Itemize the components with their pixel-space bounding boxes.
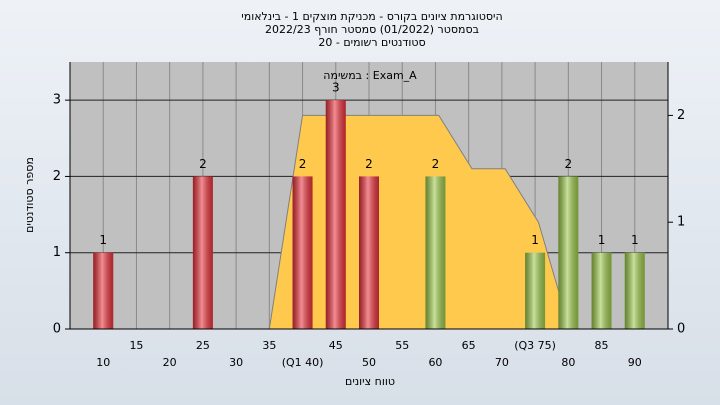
bar-shade [359,176,379,329]
title-line: היסטוגרמת ציונים בקורס - מכניקת מוצקים 1… [241,10,502,23]
data-label: 1 [531,233,539,247]
annotation: במשימה : Exam_A [323,69,417,82]
y-axis-label: מספר סטודנטים [23,157,36,233]
data-label: 2 [365,157,373,171]
bar-shade [558,176,579,329]
data-label: 2 [565,157,573,171]
data-label: 3 [332,81,340,95]
x-tick-label: 15 [129,339,143,352]
x-tick-label: 85 [595,339,609,352]
title-line: בסמסטר (01/2022) סמסטר חורף 2022/23 [265,23,479,36]
x-tick-label: 80 [561,356,575,369]
data-label: 2 [299,157,307,171]
bar-shade [425,176,446,329]
bar-shade [93,252,114,329]
x-tick-label: 35 [262,339,276,352]
bar-shade [192,176,213,329]
data-label: 1 [631,233,639,247]
y-tick-label: 0 [53,322,61,337]
y-tick-label: 1 [53,245,61,260]
x-tick-label: 45 [329,339,343,352]
y-tick-label: 2 [53,169,61,184]
x-tick-label: (Q3 75) [514,339,556,352]
x-axis-label: טווח ציונים [345,375,395,388]
x-tick-label: 30 [229,356,243,369]
bar-shade [292,176,313,329]
titles: היסטוגרמת ציונים בקורס - מכניקת מוצקים 1… [241,10,502,49]
x-tick-label: 55 [395,339,409,352]
x-tick-label: 70 [495,356,509,369]
x-tick-label: 50 [362,356,376,369]
data-label: 2 [199,157,207,171]
bar-shade [325,100,346,330]
y2-tick-label: 0 [677,322,685,337]
y2-tick-label: 2 [677,108,685,123]
x-tick-label: 65 [462,339,476,352]
x-tick-label: 90 [628,356,642,369]
bar-shade [624,252,645,329]
data-label: 1 [598,233,606,247]
x-tick-label: (Q1 40) [282,356,324,369]
x-tick-label: 20 [163,356,177,369]
x-tick-label: 25 [196,339,210,352]
bar-shade [591,252,612,329]
x-tick-label: 60 [428,356,442,369]
bar-shade [525,252,546,329]
x-tick-label: 10 [96,356,110,369]
y2-tick-label: 1 [677,215,685,230]
data-label: 2 [432,157,440,171]
y-tick-label: 3 [53,93,61,108]
title-line: 20 - סטודנטים רשומים [318,36,425,49]
data-label: 1 [99,233,107,247]
area-line [268,114,561,330]
